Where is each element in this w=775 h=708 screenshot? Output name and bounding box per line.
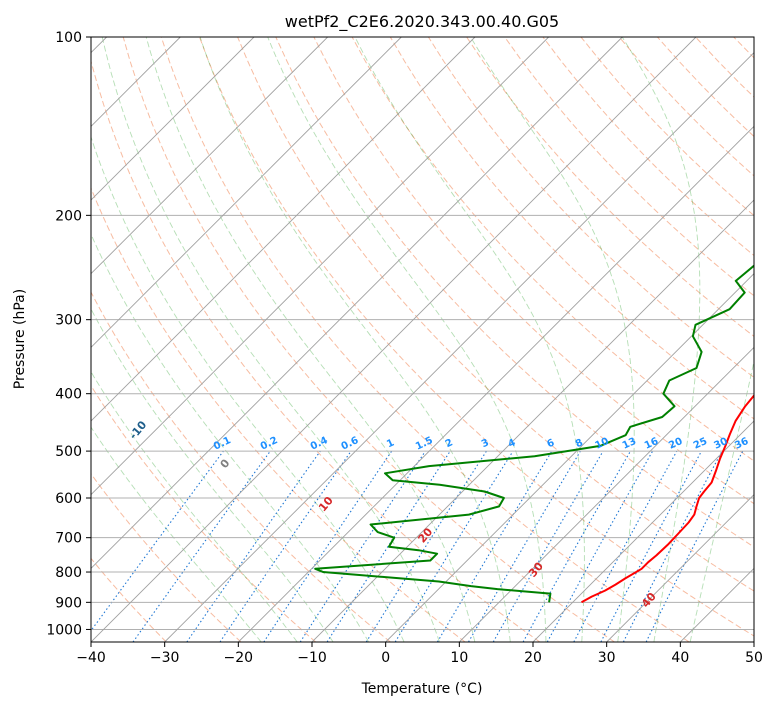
mixing-ratio-line (91, 450, 224, 632)
y-tick-label: 800 (55, 565, 82, 581)
mixing-ratio-label: 16 (643, 436, 660, 452)
dry-adiabat (466, 37, 754, 338)
moist-adiabat (91, 426, 262, 642)
plot-frame (90, 36, 755, 643)
dry-adiabat (91, 384, 317, 642)
profiles (314, 264, 754, 604)
x-axis-ticks: −40 −30 −20 −10 0 10 20 30 40 50 (76, 642, 763, 666)
mixing-ratio-line (394, 450, 514, 642)
mixing-ratio-label: 13 (621, 436, 638, 452)
moist-adiabat (689, 359, 754, 642)
dry-adiabat (91, 557, 167, 642)
isotherm-line (606, 494, 754, 642)
isotherm-line (91, 37, 476, 422)
dry-adiabat (389, 37, 754, 420)
isotherm-line (164, 52, 754, 642)
isotherm-line (91, 37, 623, 569)
moist-adiabat (354, 37, 585, 642)
isotherm-line (311, 199, 754, 642)
mixing-ratio-label: 20 (667, 436, 684, 452)
moist-adiabat (621, 37, 701, 642)
isotherm-line (91, 37, 255, 201)
mixing-ratio-label: 36 (733, 436, 750, 452)
mixing-ratio-line (132, 450, 271, 642)
mixing-ratio-line (186, 450, 321, 642)
moist-adiabat (91, 370, 298, 642)
y-axis-ticks: 100 200 300 400 500 600 700 800 900 1000 (46, 30, 91, 638)
pressure-gridlines (91, 37, 754, 630)
dry-adiabat (160, 37, 690, 642)
mixing-ratio-line (645, 450, 744, 642)
dry-adiabat (91, 291, 391, 642)
moist-adiabat (91, 233, 370, 642)
x-tick-label: −30 (150, 650, 180, 666)
mixing-ratio-line (299, 450, 426, 642)
y-tick-label: 1000 (46, 622, 82, 638)
y-tick-label: 900 (55, 595, 82, 611)
y-tick-label: 300 (55, 313, 82, 329)
temperature-profile (581, 393, 754, 604)
isotherm-line (91, 37, 549, 496)
dry-adiabat (91, 59, 541, 642)
mixing-ratio-label: 30 (712, 436, 729, 452)
mixing-ratio-label: 1 (385, 437, 396, 450)
isotherm-line (385, 273, 754, 642)
mixing-ratio-line (522, 450, 631, 642)
x-tick-label: 20 (524, 650, 542, 666)
dry-adiabat (313, 37, 754, 505)
x-tick-label: −40 (76, 650, 106, 666)
x-tick-label: 40 (671, 650, 689, 666)
isotherm-line (91, 37, 328, 275)
mixing-ratio-label: 10 (593, 436, 610, 452)
x-axis-label: Temperature (°C) (361, 681, 483, 697)
y-tick-label: 100 (55, 30, 82, 46)
dry-adiabat (237, 37, 754, 592)
dry-adiabat (275, 37, 754, 548)
mixing-ratio-label: 6 (545, 437, 556, 450)
y-tick-label: 400 (55, 387, 82, 403)
mixing-ratio-label: 8 (574, 437, 585, 450)
moist-adiabat (101, 37, 440, 642)
isotherm-line (91, 37, 697, 642)
y-tick-label: 200 (55, 208, 82, 224)
x-tick-label: 30 (598, 650, 616, 666)
x-tick-label: 10 (450, 650, 468, 666)
dry-adiabat (91, 472, 242, 642)
y-tick-label: 600 (55, 491, 82, 507)
y-tick-label: 700 (55, 531, 82, 547)
dry-adiabat (351, 37, 754, 462)
x-tick-label: −10 (297, 650, 327, 666)
dry-adiabat (122, 37, 615, 642)
isotherm-line (532, 420, 754, 642)
skewed-isotherms (91, 37, 754, 642)
moist-adiabat (145, 37, 476, 642)
y-tick-label: 500 (55, 444, 82, 460)
moist-adiabat (91, 135, 405, 642)
dry-adiabat (91, 186, 466, 642)
mixing-ratio-line (573, 450, 678, 642)
mixing-ratio-label: 25 (692, 436, 709, 452)
dewpoint-profile (314, 264, 754, 603)
moist-adiabat (199, 37, 511, 642)
isotherm-line (459, 346, 754, 642)
moist-adiabat (267, 37, 547, 642)
mixing-ratio-line (546, 450, 654, 642)
y-axis-label: Pressure (hPa) (12, 289, 28, 389)
mixing-ratio-line (263, 450, 393, 642)
mixing-ratio-label: 2 (444, 437, 455, 450)
x-tick-label: 0 (381, 650, 390, 666)
x-tick-label: −20 (224, 650, 254, 666)
x-tick-label: 50 (745, 650, 763, 666)
mixing-ratio-label: 3 (480, 437, 491, 450)
isotherm-line (238, 125, 754, 642)
isotherm-line (91, 37, 402, 348)
chart-title: wetPf2_C2E6.2020.343.00.40.G05 (285, 12, 559, 32)
mixing-ratio-line (219, 450, 352, 642)
mixing-ratio-label: 4 (507, 437, 518, 450)
